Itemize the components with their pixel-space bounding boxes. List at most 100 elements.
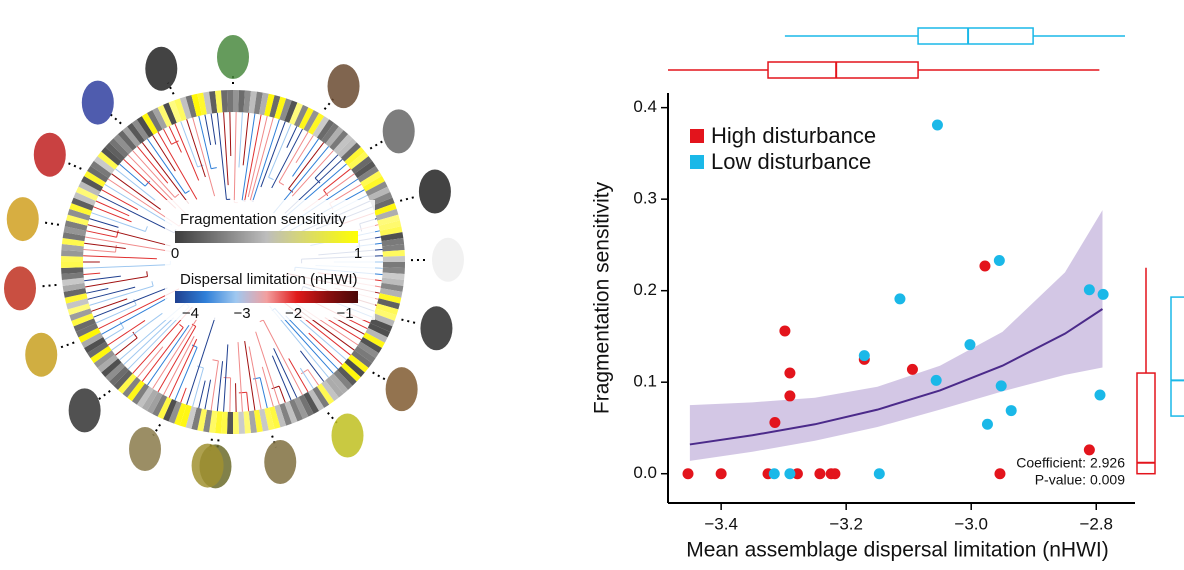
branch <box>261 366 274 407</box>
ring-segment <box>93 350 115 368</box>
ring-segment <box>163 399 177 422</box>
ring-segment <box>253 91 263 115</box>
branch-arc <box>119 321 125 329</box>
box <box>917 27 1034 45</box>
branch <box>314 154 339 179</box>
ring-segment <box>136 116 154 138</box>
ring-segment <box>243 411 251 434</box>
branch-arc <box>191 323 197 327</box>
ring-segment <box>113 134 133 155</box>
ring-segment <box>69 308 93 321</box>
ring-segment <box>179 96 192 120</box>
ring-segment <box>215 411 223 434</box>
branch <box>83 272 101 276</box>
legend-swatch <box>690 129 704 143</box>
branch <box>163 128 172 145</box>
branch <box>141 327 184 382</box>
y-tick-label: 0.3 <box>633 189 657 208</box>
branch-arc <box>323 189 329 197</box>
branch-arc <box>151 281 154 287</box>
ring-segment <box>279 98 292 122</box>
colorbar-tick-label: 1 <box>354 245 362 262</box>
y-tick-label: 0.2 <box>633 280 657 299</box>
ring-segment <box>377 298 400 310</box>
x-tick-label: −3.2 <box>829 514 863 533</box>
bird-illustration <box>264 439 297 484</box>
branch-arc <box>259 319 264 323</box>
branch <box>84 275 121 282</box>
ring-segment <box>64 293 88 304</box>
branch <box>137 346 164 378</box>
ring-segment <box>372 313 395 327</box>
branch <box>180 121 199 168</box>
ring-segment <box>105 362 126 382</box>
point <box>995 380 1007 392</box>
point <box>715 468 727 480</box>
ring-segment <box>298 107 314 130</box>
ring-segment <box>136 386 154 408</box>
ring-segment <box>203 91 213 115</box>
ring-segment <box>373 308 397 321</box>
branch-arc <box>238 391 247 394</box>
branch-arc <box>197 164 204 168</box>
branch-arc <box>300 369 309 375</box>
ring-segment <box>354 160 376 179</box>
ring-segment <box>380 232 404 242</box>
branch <box>91 298 128 312</box>
branch <box>137 146 169 184</box>
bird-illustration <box>327 64 360 109</box>
ring-segment <box>381 238 405 247</box>
ring-segment <box>243 90 251 113</box>
ring-segment <box>382 255 405 262</box>
ring-segment <box>90 160 112 179</box>
x-tick-label: −3.4 <box>704 514 738 533</box>
ring-segment <box>168 401 182 424</box>
point <box>784 367 796 379</box>
branch-arc <box>133 299 137 306</box>
box <box>1136 372 1156 475</box>
ring-segment <box>340 142 361 162</box>
ring-segment <box>375 208 399 221</box>
branch <box>271 128 303 189</box>
bird-illustration <box>4 266 36 311</box>
ring-segment <box>372 197 395 211</box>
ring-segment <box>78 181 101 197</box>
colorbar-title: Dispersal limitation (nHWI) <box>180 271 358 288</box>
ring-segment <box>382 244 405 252</box>
branch <box>241 113 256 201</box>
ring-segment <box>337 366 357 386</box>
ring-segment <box>284 100 298 123</box>
branch <box>204 379 212 410</box>
ring-segment <box>274 404 287 428</box>
ring-segment <box>66 214 89 226</box>
branch <box>299 367 314 389</box>
branch-arc <box>174 193 180 198</box>
branch <box>235 383 237 412</box>
leader <box>58 341 75 349</box>
point <box>1083 284 1095 296</box>
ring-segment <box>365 181 388 197</box>
point <box>906 363 918 375</box>
ring-segment <box>78 327 101 343</box>
branch <box>246 392 250 412</box>
ring-segment <box>269 95 281 118</box>
ring-segment <box>378 293 402 304</box>
colorbar-tick-label: −2 <box>285 305 302 322</box>
ring-segment <box>264 93 275 117</box>
ring-segment <box>351 156 373 174</box>
branch-arc <box>211 167 217 170</box>
branch <box>252 119 280 203</box>
ring-segment <box>259 92 269 116</box>
branch-arc <box>144 226 148 232</box>
ring-segment <box>61 238 85 247</box>
ring-segment <box>152 394 168 417</box>
ring-segment <box>379 226 403 236</box>
ring-segment <box>157 396 172 420</box>
branch-arc <box>212 359 219 362</box>
branch <box>229 112 232 157</box>
ring-segment <box>63 288 87 298</box>
leader <box>42 221 60 226</box>
ring-segment <box>93 156 115 174</box>
ring-segment <box>185 406 197 429</box>
